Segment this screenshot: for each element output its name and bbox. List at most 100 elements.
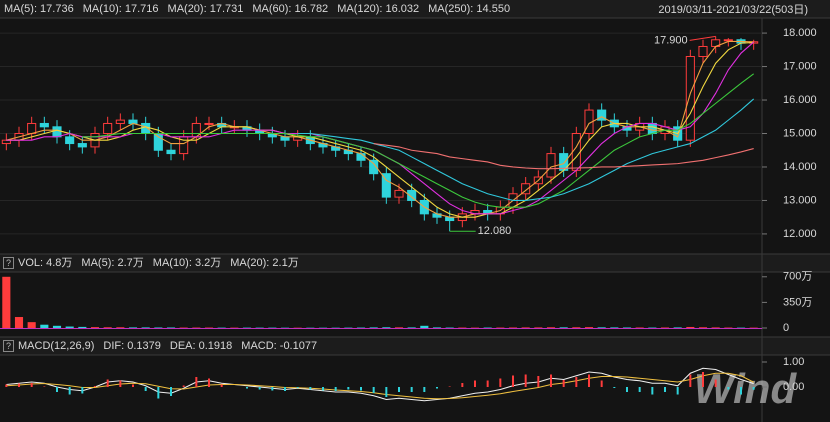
volume-bar xyxy=(192,327,201,329)
candle-body xyxy=(597,109,607,121)
volume-bar xyxy=(78,326,87,328)
volume-bar xyxy=(268,327,277,329)
volume-bar xyxy=(445,327,454,329)
volume-bar xyxy=(154,327,163,328)
volume-bar xyxy=(635,327,644,328)
volume-bar xyxy=(470,327,480,329)
volume-bar xyxy=(293,327,302,329)
y-tick-label: 0.00 xyxy=(783,381,804,393)
candle-body xyxy=(27,122,37,135)
volume-bar xyxy=(179,327,188,329)
volume-bar xyxy=(14,317,24,328)
help-icon[interactable] xyxy=(3,257,14,269)
candle-body xyxy=(546,153,556,178)
candle-body xyxy=(571,133,581,171)
candle-body xyxy=(115,119,125,124)
annotation-label: 17.900 xyxy=(654,34,688,46)
volume-bar xyxy=(217,327,226,329)
candle-body xyxy=(647,122,657,135)
y-tick-label: 12.000 xyxy=(783,228,817,240)
volume-bar xyxy=(673,327,682,328)
help-icon[interactable] xyxy=(3,340,14,352)
watermark: Wind xyxy=(694,365,798,412)
volume-bar xyxy=(356,327,366,329)
legend-entry: MA(250): 14.550 xyxy=(428,3,510,15)
volume-bar xyxy=(40,324,49,328)
ma-line xyxy=(82,73,754,208)
y-tick-label: 17.000 xyxy=(783,60,817,72)
y-tick-label: 18.000 xyxy=(783,27,817,39)
legend-entry: VOL: 4.8万 xyxy=(18,257,72,269)
candle-body xyxy=(204,122,214,125)
candle-body xyxy=(356,153,366,161)
candle-body xyxy=(39,122,49,128)
volume-bar xyxy=(546,327,556,328)
volume-bar xyxy=(432,327,442,328)
volume-bar xyxy=(204,327,214,329)
y-tick-label: 16.000 xyxy=(783,94,817,106)
candle-body xyxy=(65,136,75,145)
volume-bar xyxy=(394,327,404,328)
macd-header xyxy=(0,337,830,355)
legend-entry: DIF: 0.1379 xyxy=(103,340,160,352)
legend-entry: MA(5): 17.736 xyxy=(4,3,74,15)
legend-entry: MA(20): 17.731 xyxy=(168,3,244,15)
annotation-label: 12.080 xyxy=(478,225,512,237)
volume-bar xyxy=(508,327,518,328)
volume-bar xyxy=(496,327,505,329)
legend-entry: DEA: 0.1918 xyxy=(170,340,232,352)
volume-bar xyxy=(610,327,619,328)
y-tick-label: 0 xyxy=(783,322,789,334)
volume-header xyxy=(0,254,830,272)
candle-body xyxy=(77,143,87,148)
legend-entry: MACD: -0.1077 xyxy=(241,340,317,352)
price-header xyxy=(0,0,830,18)
legend-entry: MA(10): 3.2万 xyxy=(153,257,221,269)
candle-body xyxy=(685,56,695,141)
legend-entry: MA(10): 17.716 xyxy=(83,3,159,15)
volume-bar xyxy=(230,327,239,329)
volume-bar xyxy=(280,327,290,329)
y-tick-label: 15.000 xyxy=(783,127,817,139)
y-tick-label: 350万 xyxy=(783,296,812,308)
legend-entry: MA(5): 2.7万 xyxy=(81,257,143,269)
volume-bar xyxy=(369,327,378,328)
volume-bar xyxy=(559,327,568,328)
volume-bar xyxy=(318,327,328,329)
candle-body xyxy=(52,126,62,138)
volume-bar xyxy=(90,327,100,328)
volume-bar xyxy=(698,327,708,328)
legend-entry: MA(60): 16.782 xyxy=(252,3,328,15)
candle-body xyxy=(369,159,379,175)
volume-bar xyxy=(534,327,543,328)
volume-bar xyxy=(407,327,416,328)
volume-bar xyxy=(344,327,353,329)
volume-bar xyxy=(2,276,11,328)
volume-bar xyxy=(648,327,657,329)
volume-bar xyxy=(166,327,176,328)
macd-line xyxy=(6,367,754,402)
volume-bar xyxy=(711,327,720,328)
y-tick-label: 1.00 xyxy=(783,356,804,368)
volume-bar xyxy=(27,322,36,328)
volume-bar xyxy=(128,327,138,328)
y-tick-label: 14.000 xyxy=(783,161,817,173)
volume-bar xyxy=(597,327,606,328)
y-tick-label: 700万 xyxy=(783,271,812,283)
volume-bar xyxy=(622,327,632,328)
volume-bar xyxy=(242,327,252,329)
help-icon-glyph: ? xyxy=(6,258,11,268)
date-range[interactable]: 2019/03/11-2021/03/22(503日) xyxy=(658,4,808,16)
volume-bar xyxy=(483,327,492,329)
candle-body xyxy=(394,189,404,198)
volume-bar xyxy=(382,327,391,328)
volume-bar xyxy=(660,327,670,328)
volume-bar xyxy=(116,327,125,328)
volume-bar xyxy=(724,327,733,329)
y-tick-label: 13.000 xyxy=(783,194,817,206)
candle-body xyxy=(521,183,531,195)
volume-bar xyxy=(749,327,758,329)
